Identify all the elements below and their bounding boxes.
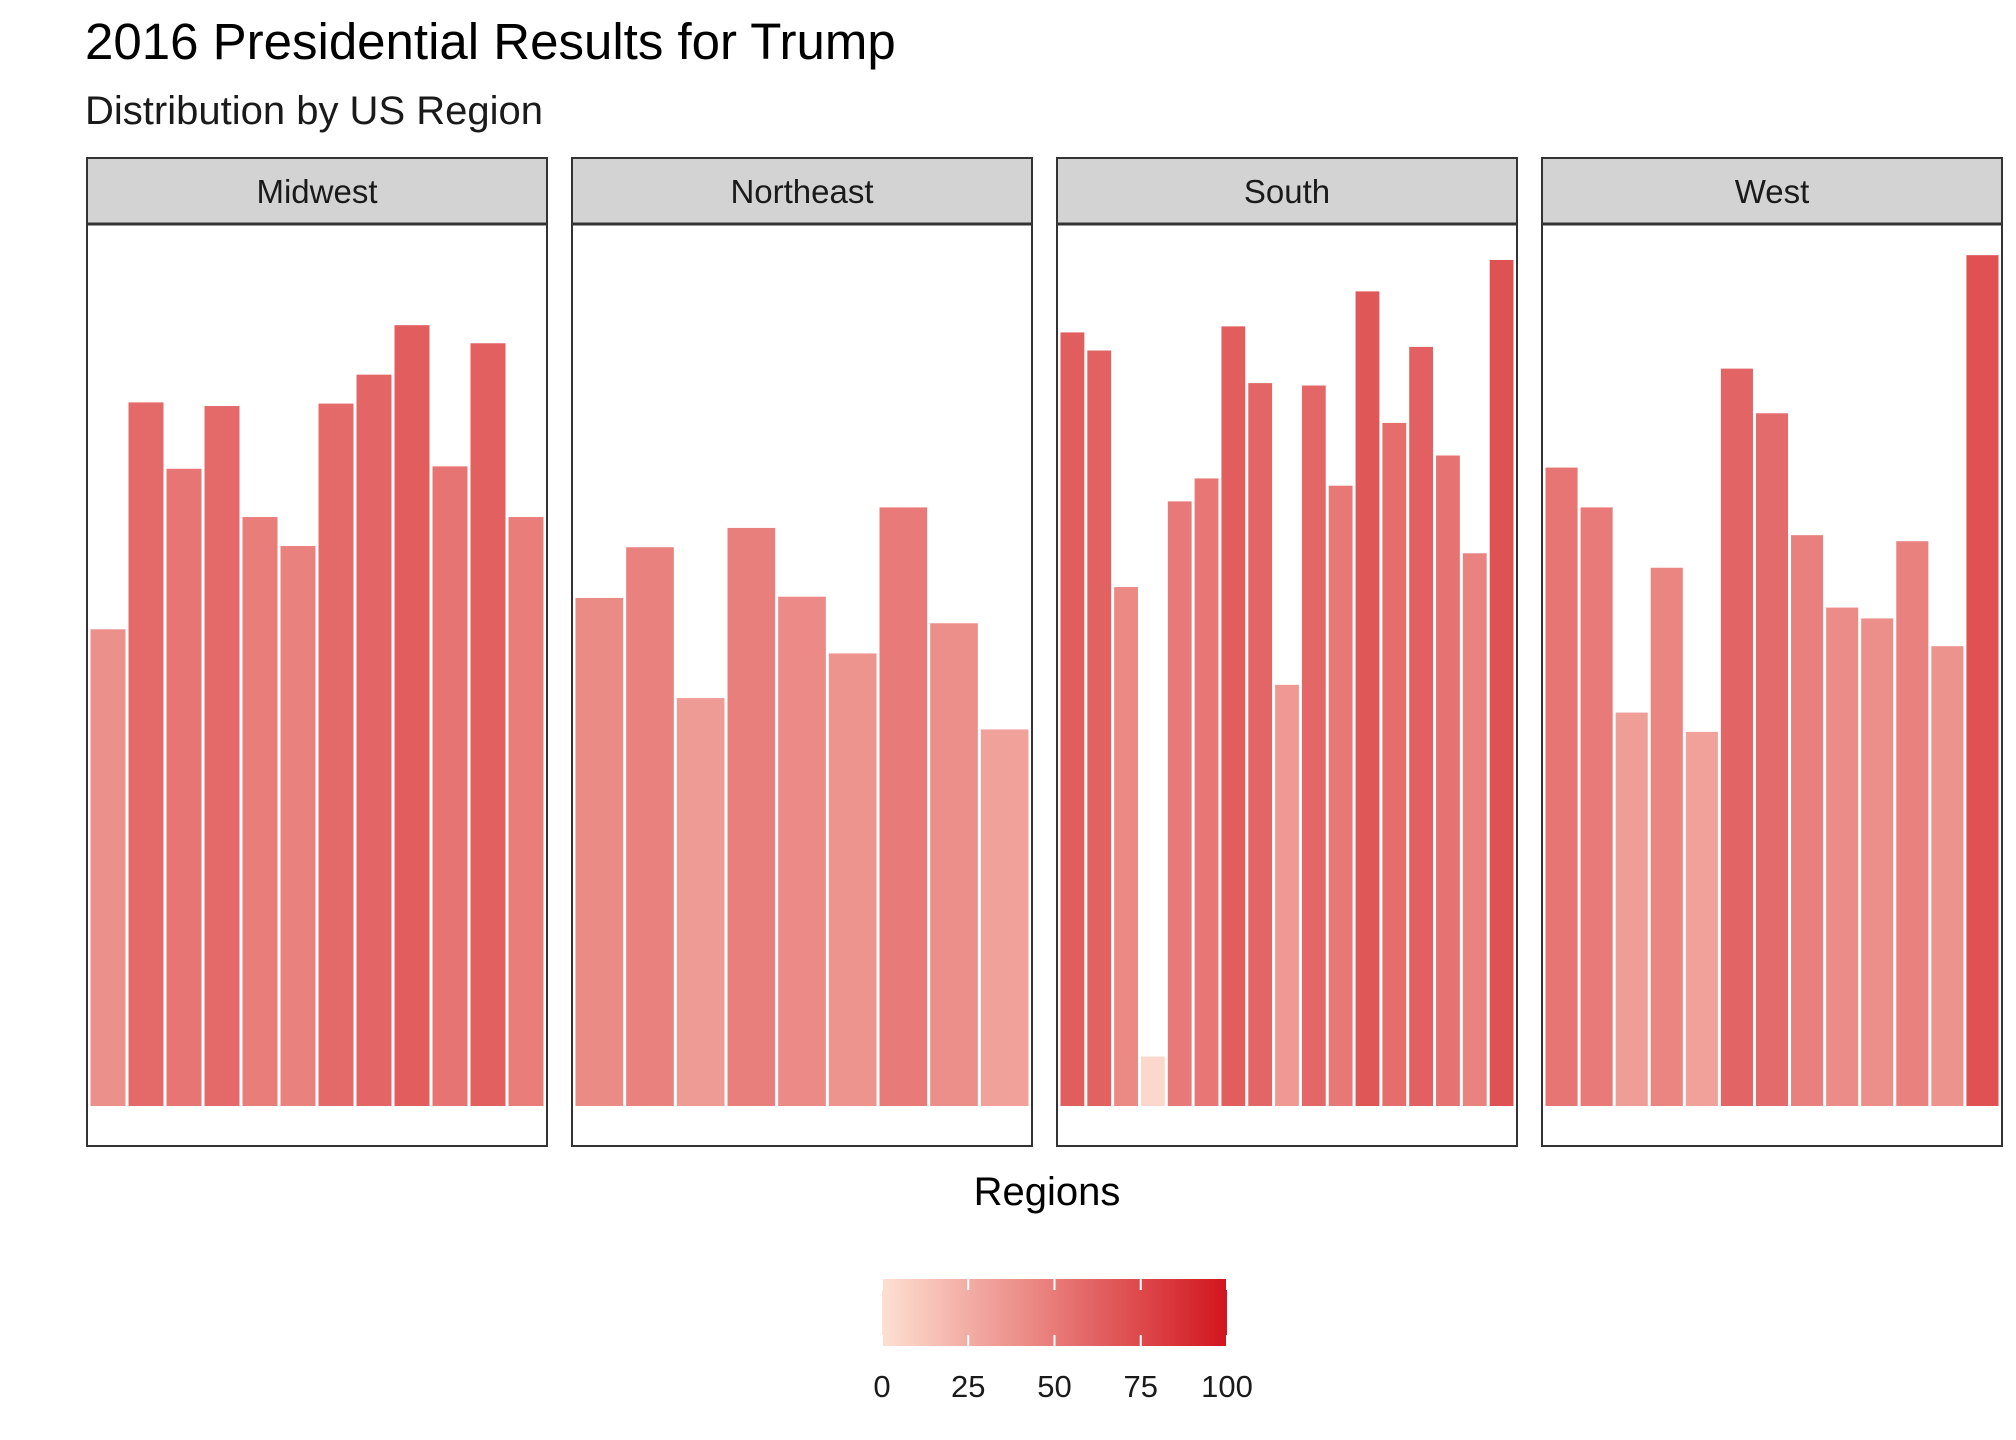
bar	[1087, 350, 1112, 1106]
bar	[470, 343, 506, 1106]
facet-panels: Midwest Northeast South West	[86, 157, 2003, 1147]
bar	[676, 698, 725, 1106]
bar	[1328, 485, 1353, 1106]
facet-strip	[1056, 157, 1518, 225]
bar	[242, 517, 278, 1106]
bar	[204, 406, 240, 1106]
bar	[280, 546, 316, 1106]
bar	[1861, 618, 1894, 1106]
bar	[778, 596, 826, 1106]
bar	[1615, 712, 1648, 1106]
bar	[1221, 326, 1246, 1106]
bar	[1931, 646, 1964, 1106]
facet-panel-northeast: Northeast	[571, 157, 1033, 1147]
bar	[1966, 255, 1999, 1107]
legend-tick-label: 25	[951, 1369, 985, 1404]
bar	[879, 507, 928, 1106]
bar	[1301, 385, 1326, 1106]
bar	[1720, 368, 1753, 1106]
legend-tick-label: 50	[1037, 1369, 1071, 1404]
facet-strip-label: Northeast	[730, 173, 873, 210]
bar	[1791, 535, 1824, 1106]
bar	[1140, 1056, 1165, 1106]
legend-tick-label: 75	[1124, 1369, 1158, 1404]
bar	[128, 402, 164, 1106]
facet-strip	[86, 157, 548, 225]
bar	[1167, 501, 1192, 1106]
bar	[1275, 684, 1299, 1106]
bar	[1489, 260, 1514, 1106]
bar	[1248, 383, 1273, 1107]
bar	[727, 527, 776, 1106]
facet-panel-south: South	[1056, 157, 1518, 1147]
x-axis-label: Regions	[974, 1170, 1121, 1214]
facet-strip-label: Midwest	[256, 173, 377, 210]
bar	[1194, 478, 1219, 1106]
bar	[432, 466, 468, 1106]
bar	[166, 468, 202, 1106]
bar	[1382, 422, 1407, 1106]
bar	[626, 547, 674, 1106]
bar	[1650, 567, 1683, 1106]
bar	[828, 653, 877, 1106]
chart-title: 2016 Presidential Results for Trump	[85, 13, 896, 70]
facet-panel-midwest: Midwest	[86, 157, 548, 1147]
bar	[1755, 413, 1789, 1106]
bar	[1545, 467, 1578, 1107]
bar	[930, 623, 978, 1106]
bar	[980, 729, 1029, 1106]
bar	[575, 597, 624, 1106]
bar	[1060, 332, 1085, 1106]
facet-strip-label: South	[1244, 173, 1330, 210]
bar	[508, 517, 544, 1106]
facet-strip-label: West	[1735, 173, 1810, 210]
facet-strip	[1541, 157, 2003, 225]
chart-subtitle: Distribution by US Region	[85, 89, 543, 133]
bar	[90, 629, 126, 1106]
bar	[1685, 731, 1718, 1106]
legend-tick-label: 0	[873, 1369, 890, 1404]
bar	[394, 325, 430, 1106]
color-legend: 0 25 50 75 100	[873, 1279, 1253, 1404]
bar	[1409, 346, 1434, 1106]
bar	[1114, 587, 1138, 1106]
legend-colorbar	[882, 1279, 1227, 1346]
bar	[1580, 507, 1613, 1106]
bar	[356, 374, 392, 1106]
bar	[318, 403, 354, 1106]
bar	[1436, 455, 1460, 1106]
legend-tick-label: 100	[1201, 1369, 1253, 1404]
bar	[1826, 607, 1859, 1106]
bar	[1355, 291, 1380, 1106]
facet-panel-west: West	[1541, 157, 2003, 1147]
bar	[1896, 541, 1929, 1106]
bar	[1462, 553, 1487, 1106]
facet-plot-area	[87, 224, 547, 1146]
